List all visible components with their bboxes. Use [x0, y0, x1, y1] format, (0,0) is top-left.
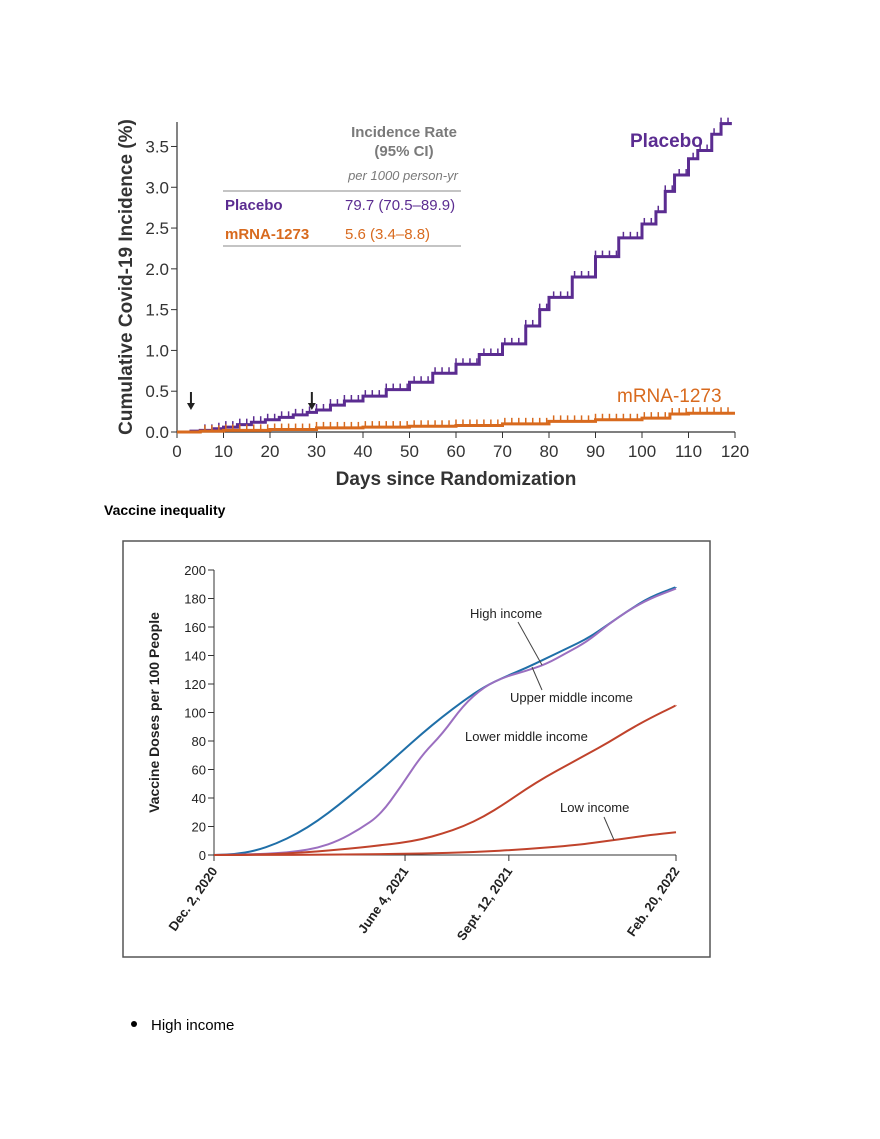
y-tick-label: 180	[184, 592, 206, 607]
placebo-series-label: Placebo	[630, 131, 703, 152]
legend-header-ci: (95% CI)	[374, 143, 433, 160]
leader-upper-middle	[531, 666, 543, 691]
legend-row-value: 5.6 (3.4–8.8)	[345, 226, 430, 243]
y-tick-label: 60	[192, 763, 206, 778]
legend-row-label: mRNA-1273	[225, 226, 309, 243]
x-tick-label: 20	[261, 442, 280, 461]
y-tick-label: 200	[184, 563, 206, 578]
bullet-dot	[131, 1021, 137, 1028]
y-tick-label: 2.0	[145, 260, 169, 279]
x-tick-label: 120	[721, 442, 749, 461]
x-tick-label: 50	[400, 442, 419, 461]
x-tick-label: 40	[354, 442, 373, 461]
x-tick-label: 60	[447, 442, 466, 461]
label-high-income: High income	[470, 606, 542, 621]
y-tick-label: 80	[192, 734, 206, 749]
x-tick-label: 30	[307, 442, 326, 461]
x-tick-label: 10	[214, 442, 233, 461]
x-tick-label: 70	[493, 442, 512, 461]
label-upper-middle: Upper middle income	[510, 690, 633, 705]
x-tick-label: 90	[586, 442, 605, 461]
y-tick-label: 100	[184, 706, 206, 721]
leader-high-income	[517, 621, 543, 666]
chart-frame	[122, 540, 711, 958]
x-axis-label: Days since Randomization	[336, 469, 577, 490]
leader-low-income	[603, 816, 615, 841]
legend-row-label: Placebo	[225, 197, 283, 214]
y-tick-label: 2.5	[145, 219, 169, 238]
x-tick-label: 80	[540, 442, 559, 461]
arrow-head	[186, 403, 195, 410]
y-axis-label: Vaccine Doses per 100 People	[146, 612, 162, 813]
x-tick-label: 0	[172, 442, 181, 461]
y-tick-label: 3.0	[145, 178, 169, 197]
y-tick-label: 3.5	[145, 137, 169, 156]
series-line-mrna-1273	[177, 411, 735, 434]
y-tick-label: 1.5	[145, 301, 169, 320]
y-tick-label: 120	[184, 677, 206, 692]
series-line-placebo	[177, 122, 732, 434]
y-tick-label: 160	[184, 620, 206, 635]
arrow-head	[307, 403, 316, 410]
series-line-low-income	[213, 831, 677, 856]
bullet-text: High income	[151, 1017, 235, 1034]
bullet-list-item: High income	[131, 1017, 234, 1034]
section-heading: Vaccine inequality	[104, 502, 226, 518]
y-tick-label: 0.0	[145, 423, 169, 442]
y-tick-label: 20	[192, 820, 206, 835]
y-tick-label: 0	[199, 848, 206, 863]
y-tick-label: 1.0	[145, 341, 169, 360]
y-tick-label: 140	[184, 649, 206, 664]
mrna-series-label: mRNA-1273	[617, 386, 722, 407]
covid-incidence-chart: 0.0 0.5 1.0 1.5 2.0 2.5 3.0 3.5 0 10 20 30 40 50 60 70 8…	[116, 117, 749, 490]
y-tick-label: 40	[192, 791, 206, 806]
y-tick-label: 0.5	[145, 382, 169, 401]
x-tick-label: 100	[628, 442, 656, 461]
label-low-income: Low income	[560, 800, 629, 815]
label-lower-middle: Lower middle income	[465, 729, 588, 744]
y-axis-label: Cumulative Covid-19 Incidence (%)	[116, 119, 137, 435]
legend-unit: per 1000 person-yr	[347, 168, 459, 183]
legend-header: Incidence Rate	[351, 124, 457, 141]
series-line-lower-middle-income	[213, 704, 677, 856]
legend-row-value: 79.7 (70.5–89.9)	[345, 197, 455, 214]
x-tick-label: 110	[675, 442, 702, 461]
